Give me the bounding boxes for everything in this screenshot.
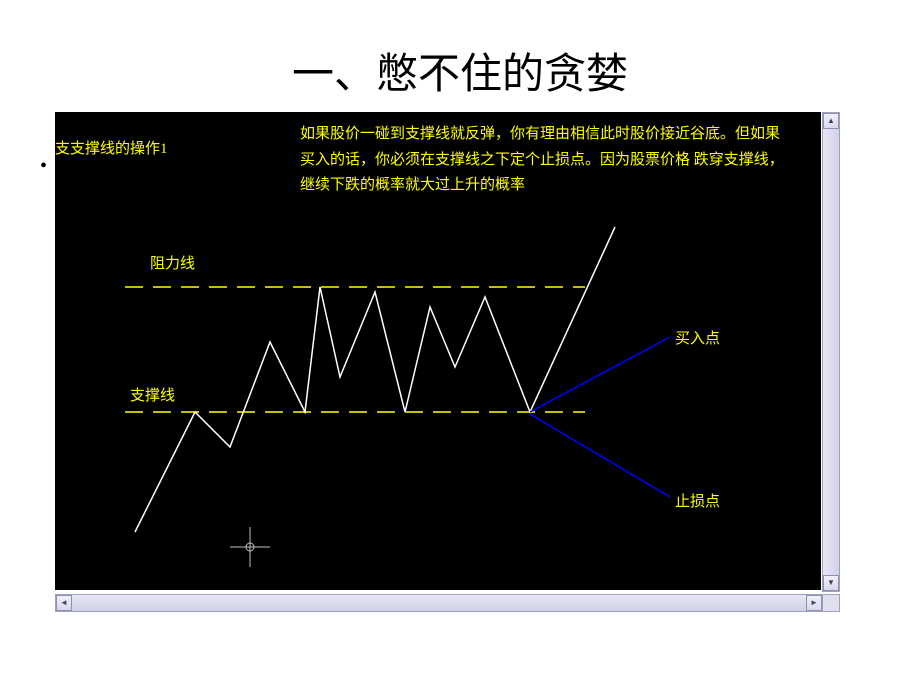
scroll-up-button[interactable]: ▲ xyxy=(823,113,839,129)
stop-annotation-line xyxy=(530,414,670,497)
price-line xyxy=(135,227,615,532)
scroll-corner xyxy=(822,594,840,612)
scroll-down-button[interactable]: ▼ xyxy=(823,575,839,591)
crosshair-icon xyxy=(230,527,270,567)
vertical-scrollbar[interactable]: ▲ ▼ xyxy=(822,112,840,592)
slide-title: 一、憋不住的贪婪 xyxy=(0,40,920,101)
scroll-right-button[interactable]: ► xyxy=(806,595,822,611)
chart-area: 支支撑线的操作1 如果股价一碰到支撑线就反弹，你有理由相信此时股价接近谷底。但如… xyxy=(55,112,821,590)
scroll-left-button[interactable]: ◄ xyxy=(56,595,72,611)
buy-annotation-line xyxy=(530,337,670,412)
chart-svg xyxy=(55,112,821,590)
bullet-marker: • xyxy=(40,155,47,178)
horizontal-scrollbar[interactable]: ◄ ► xyxy=(55,594,823,612)
chart-frame: 支支撑线的操作1 如果股价一碰到支撑线就反弹，你有理由相信此时股价接近谷底。但如… xyxy=(55,112,840,612)
